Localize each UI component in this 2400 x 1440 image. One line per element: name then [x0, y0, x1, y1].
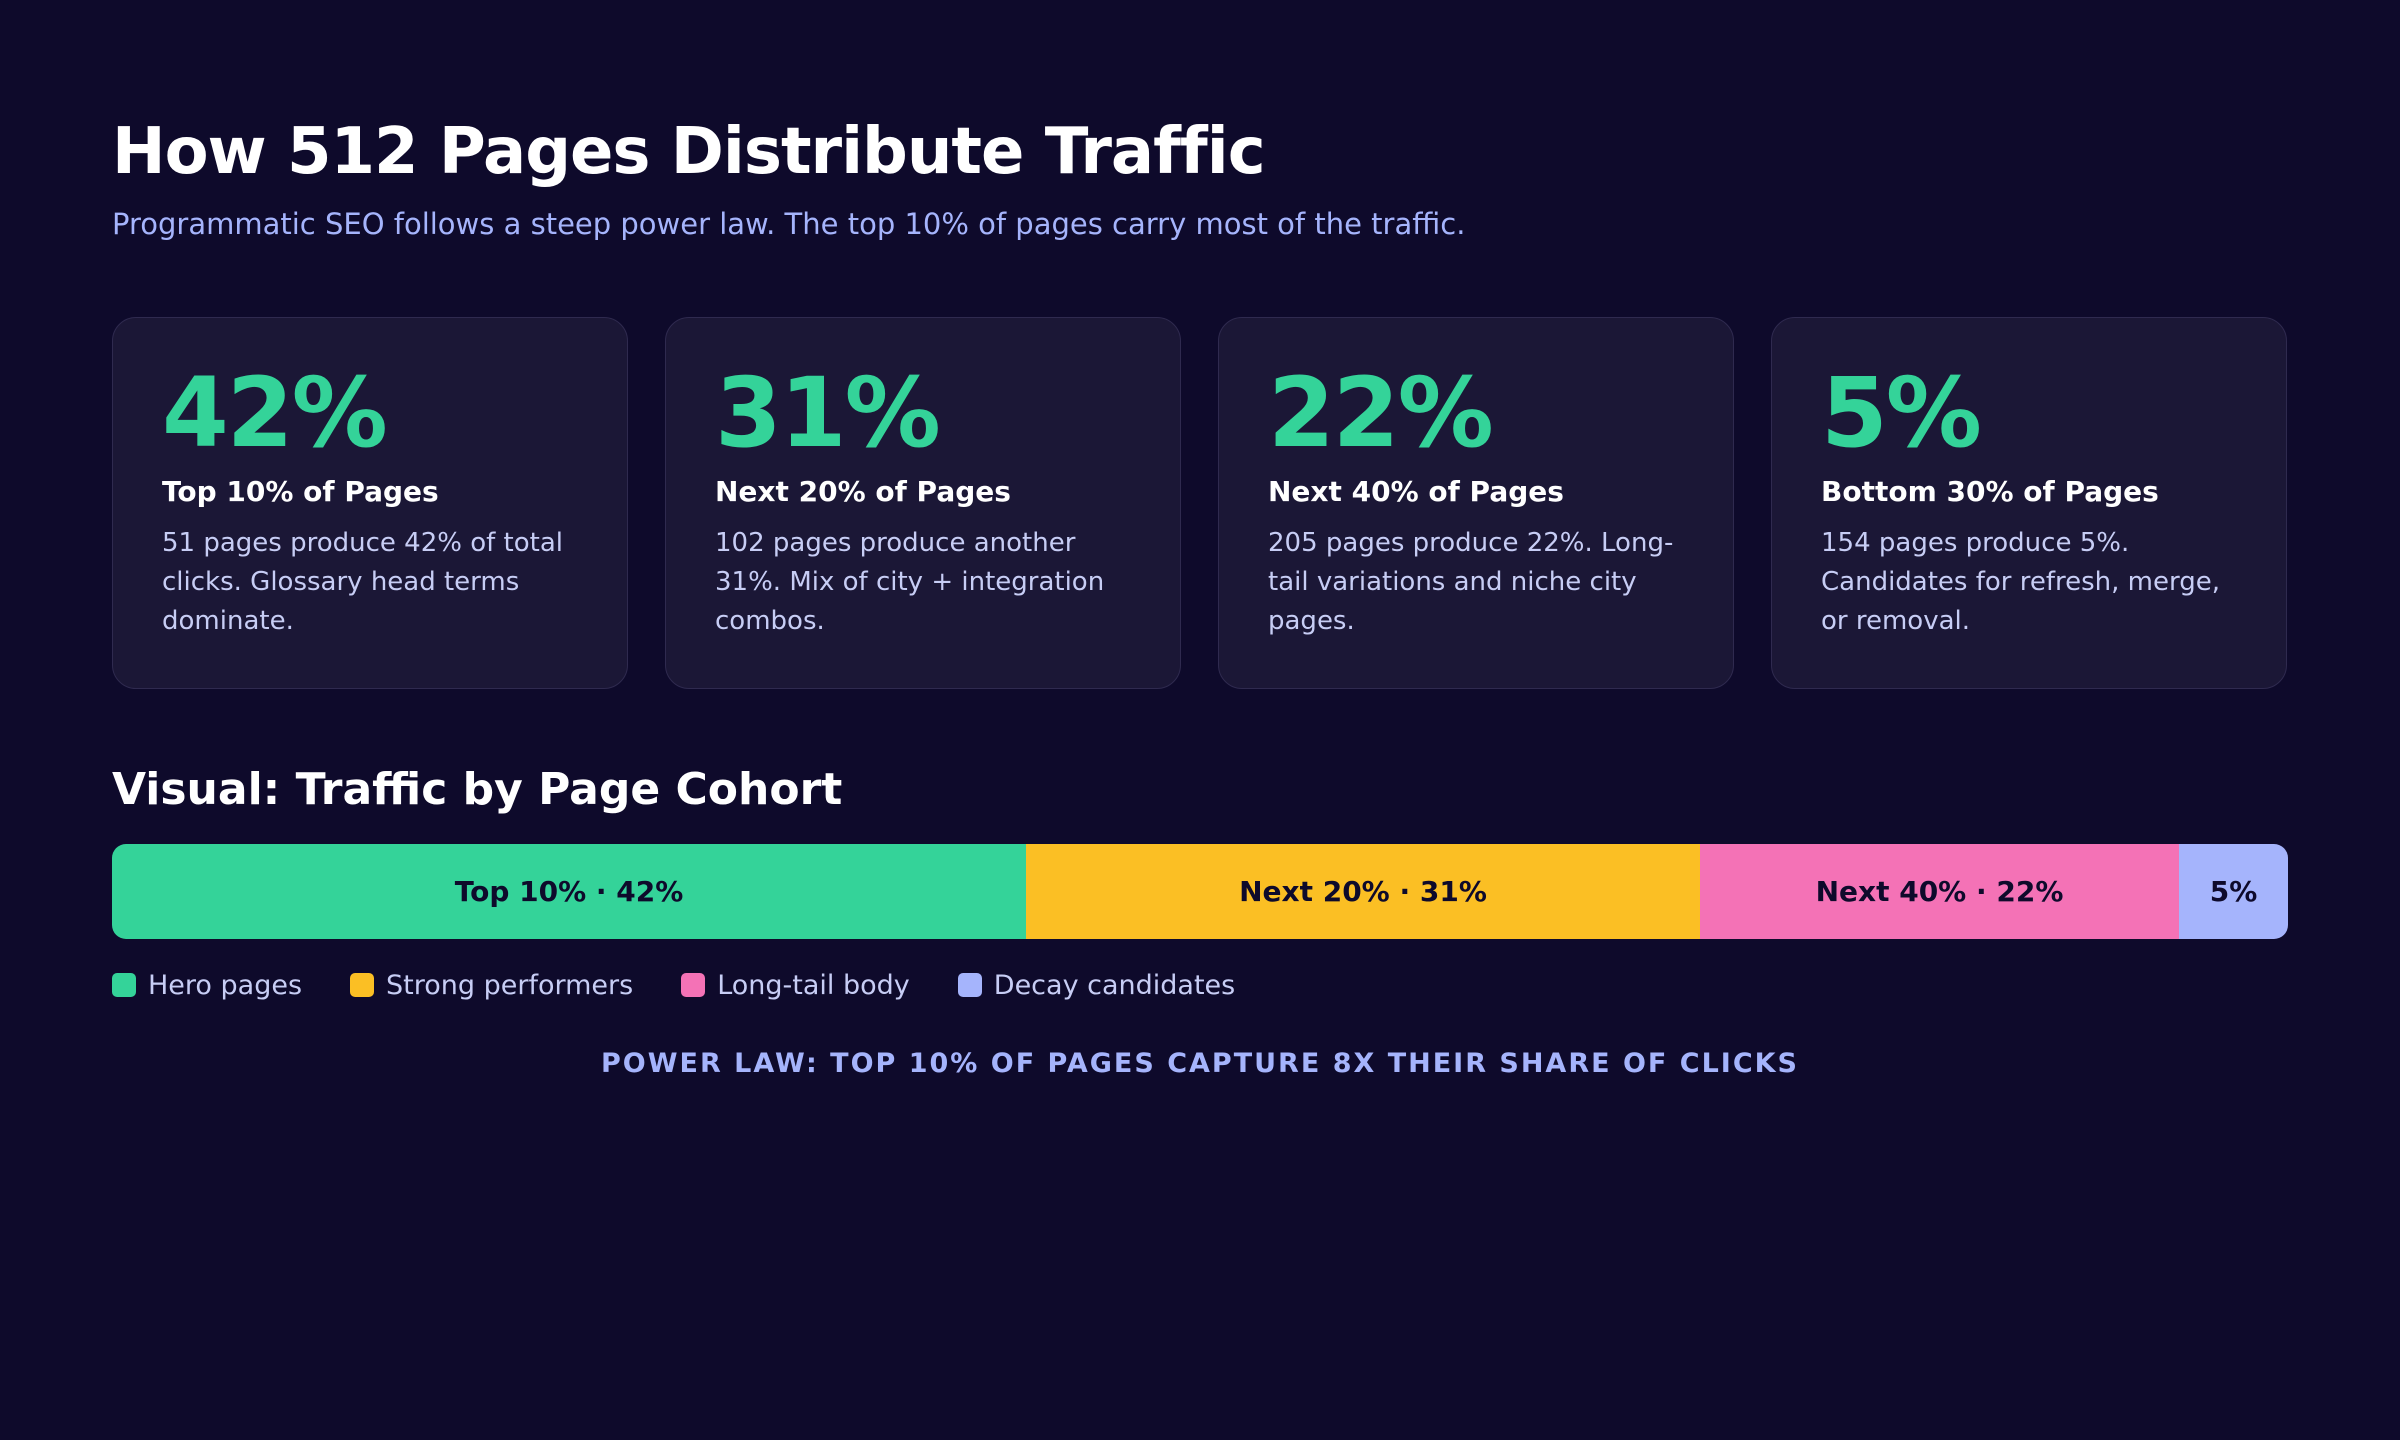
stat-label: Next 20% of Pages — [715, 475, 1011, 508]
stat-value: 5% — [1821, 357, 1982, 469]
bar-segment-label: 5% — [2209, 875, 2258, 908]
stat-description: 205 pages produce 22%. Long-tail variati… — [1268, 528, 1674, 636]
footnote: POWER LAW: TOP 10% OF PAGES CAPTURE 8X T… — [600, 1048, 1800, 1079]
chart-legend: Hero pages Strong performers Long-tail bod… — [112, 965, 1283, 1005]
stat-description: 51 pages produce 42% of total clicks. Gl… — [162, 528, 563, 636]
stacked-traffic-bar: Top 10% · 42% Next 20% · 31% Next 40% · 22… — [112, 844, 2288, 939]
stat-label: Next 40% of Pages — [1268, 475, 1564, 508]
legend-label: Long-tail body — [717, 969, 910, 1001]
bar-segment-next-20: Next 20% · 31% — [1026, 844, 1700, 939]
legend-label: Hero pages — [148, 969, 303, 1001]
stat-label: Bottom 30% of Pages — [1821, 475, 2159, 508]
stat-label: Top 10% of Pages — [162, 475, 439, 508]
legend-swatch — [350, 973, 375, 997]
bar-segment-label: Next 40% · 22% — [1815, 875, 2064, 908]
legend-item: Strong performers — [350, 970, 633, 1001]
stat-description: 102 pages produce another 31%. Mix of ci… — [715, 528, 1105, 636]
stat-card-next-20: 31% Next 20% of Pages 102 pages produce … — [665, 317, 1181, 689]
legend-label: Strong performers — [386, 969, 634, 1001]
chart-title: Visual: Traffic by Page Cohort — [112, 764, 843, 815]
legend-item: Decay candidates — [957, 969, 1236, 1001]
page-title: How 512 Pages Distribute Traffic — [112, 115, 1266, 189]
stat-card-bottom-30: 5% Bottom 30% of Pages 154 pages produce… — [1771, 317, 2287, 689]
legend-item: Hero pages — [112, 970, 302, 1001]
page-subtitle: Programmatic SEO follows a steep power l… — [112, 207, 1466, 241]
bar-segment-label: Top 10% · 42% — [454, 875, 684, 908]
legend-swatch — [681, 973, 706, 997]
stat-value: 22% — [1268, 357, 1494, 469]
stat-card-next-40: 22% Next 40% of Pages 205 pages produce … — [1218, 317, 1734, 689]
bar-segment-next-40: Next 40% · 22% — [1700, 844, 2179, 939]
legend-item: Long-tail body — [681, 970, 910, 1001]
legend-label: Decay candidates — [993, 969, 1236, 1001]
stat-description: 154 pages produce 5%. Candidates for ref… — [1821, 528, 2221, 636]
stat-value: 42% — [162, 357, 388, 469]
legend-swatch — [112, 973, 136, 997]
stat-card-top-10: 42% Top 10% of Pages 51 pages produce 42… — [112, 317, 628, 689]
bar-segment-bottom-30: 5% — [2179, 844, 2288, 939]
bar-segment-label: Next 20% · 31% — [1239, 875, 1487, 908]
stat-cards: 42% Top 10% of Pages 51 pages produce 42… — [112, 317, 2288, 691]
legend-swatch — [957, 973, 982, 997]
stat-value: 31% — [715, 357, 941, 469]
bar-segment-top-10: Top 10% · 42% — [112, 844, 1026, 939]
